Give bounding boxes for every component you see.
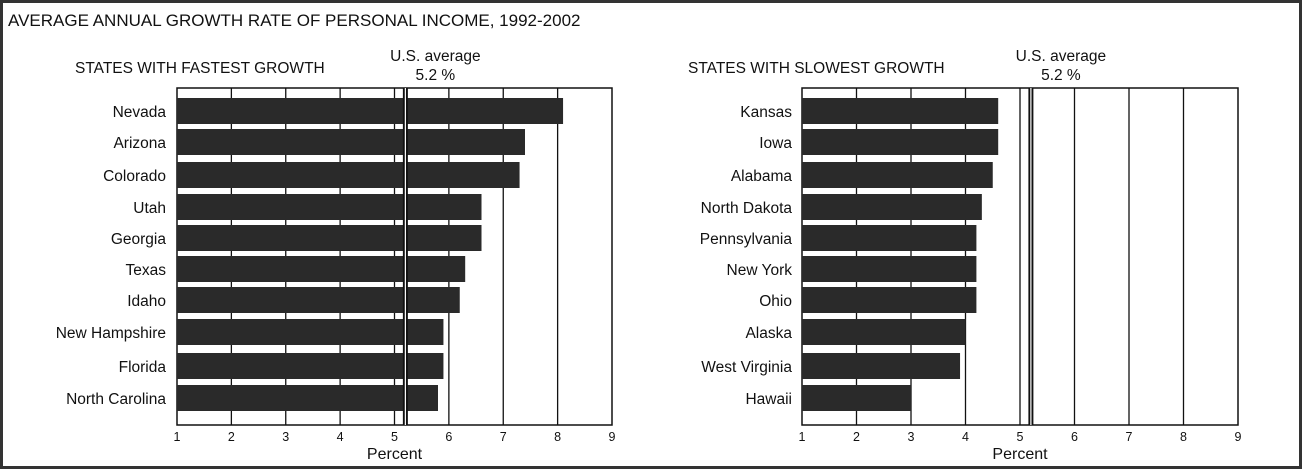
category-label: Nevada bbox=[113, 104, 167, 121]
bar bbox=[177, 256, 466, 282]
category-label: West Virginia bbox=[701, 359, 792, 376]
category-label: Arizona bbox=[113, 135, 166, 152]
category-label: North Dakota bbox=[701, 200, 793, 217]
tick-label: 4 bbox=[337, 430, 344, 444]
bar bbox=[802, 256, 977, 282]
tick-label: 7 bbox=[500, 430, 507, 444]
category-label: Kansas bbox=[740, 104, 792, 121]
bar bbox=[177, 287, 460, 313]
bar bbox=[177, 98, 564, 124]
tick-label: 1 bbox=[799, 430, 806, 444]
category-label: Ohio bbox=[759, 293, 792, 310]
bar bbox=[177, 129, 525, 155]
us-average-value: 5.2 % bbox=[1041, 67, 1081, 84]
tick-label: 3 bbox=[908, 430, 915, 444]
category-label: Idaho bbox=[127, 293, 166, 310]
panel-slowest-growth: STATES WITH SLOWEST GROWTH 1 2 3 4 5 6 7 8 9 Perce… bbox=[688, 48, 1242, 463]
bar bbox=[802, 98, 999, 124]
tick-label: 4 bbox=[962, 430, 969, 444]
tick-label: 1 bbox=[174, 430, 181, 444]
x-axis-label: Percent bbox=[367, 446, 423, 463]
tick-label: 8 bbox=[554, 430, 561, 444]
tick-label: 2 bbox=[228, 430, 235, 444]
tick-label: 9 bbox=[609, 430, 616, 444]
tick-label: 9 bbox=[1235, 430, 1242, 444]
tick-label: 2 bbox=[853, 430, 860, 444]
category-label: New York bbox=[727, 262, 793, 279]
panel-title: STATES WITH SLOWEST GROWTH bbox=[688, 60, 945, 77]
x-axis-label: Percent bbox=[992, 446, 1048, 463]
bar bbox=[177, 385, 438, 411]
bar bbox=[802, 319, 966, 345]
bar bbox=[802, 129, 999, 155]
bar bbox=[177, 194, 482, 220]
bar bbox=[802, 194, 982, 220]
us-average-value: 5.2 % bbox=[416, 67, 456, 84]
panel-title: STATES WITH FASTEST GROWTH bbox=[75, 60, 325, 77]
us-average-label: U.S. average bbox=[390, 48, 480, 65]
category-label: Florida bbox=[119, 359, 167, 376]
category-label: Texas bbox=[126, 262, 167, 279]
bar bbox=[802, 225, 977, 251]
bar bbox=[802, 162, 993, 188]
category-label: Georgia bbox=[111, 231, 167, 248]
category-label: Alabama bbox=[731, 168, 793, 185]
category-label: North Carolina bbox=[66, 391, 166, 408]
bar bbox=[177, 162, 520, 188]
tick-label: 5 bbox=[391, 430, 398, 444]
tick-label: 3 bbox=[282, 430, 289, 444]
bar bbox=[802, 353, 961, 379]
us-average-label: U.S. average bbox=[1016, 48, 1106, 65]
category-label: Utah bbox=[133, 200, 166, 217]
tick-label: 6 bbox=[1071, 430, 1078, 444]
category-label: Colorado bbox=[103, 168, 166, 185]
bar bbox=[802, 287, 977, 313]
figure-title: AVERAGE ANNUAL GROWTH RATE OF PERSONAL I… bbox=[8, 11, 580, 30]
bar bbox=[177, 353, 444, 379]
tick-label: 6 bbox=[445, 430, 452, 444]
category-label: New Hampshire bbox=[56, 325, 166, 342]
bar bbox=[802, 385, 911, 411]
category-label: Pennsylvania bbox=[700, 231, 793, 248]
category-label: Iowa bbox=[759, 135, 792, 152]
category-label: Alaska bbox=[745, 325, 792, 342]
tick-label: 7 bbox=[1126, 430, 1133, 444]
category-label: Hawaii bbox=[745, 391, 792, 408]
bar bbox=[177, 319, 444, 345]
tick-label: 5 bbox=[1017, 430, 1024, 444]
bar bbox=[177, 225, 482, 251]
panel-fastest-growth: STATES WITH FASTEST GROWTH 1 2 3 4 5 6 7 8 9 Perce… bbox=[56, 48, 616, 463]
tick-label: 8 bbox=[1180, 430, 1187, 444]
